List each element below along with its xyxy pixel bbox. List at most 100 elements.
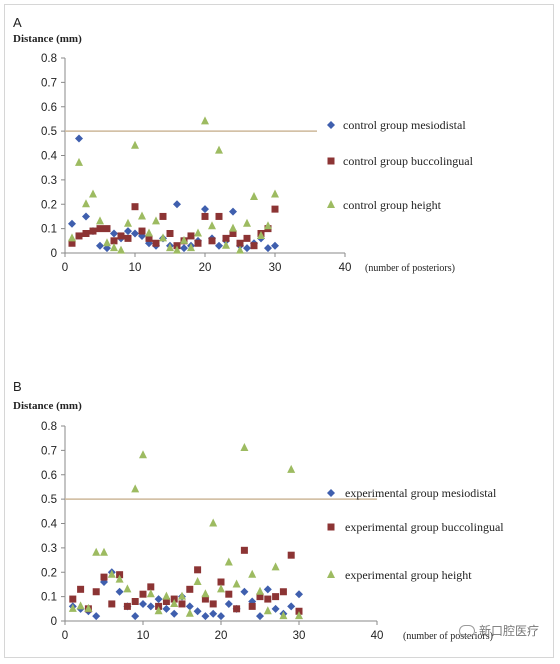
data-point-diamond <box>295 590 303 599</box>
legend-marker-triangle <box>327 200 335 208</box>
data-point-triangle <box>146 589 155 598</box>
data-point-square <box>138 227 146 235</box>
data-point-triangle <box>295 611 303 620</box>
data-point-diamond <box>162 604 171 613</box>
data-point-triangle <box>68 233 76 242</box>
data-point-diamond <box>131 612 140 621</box>
data-point-square <box>240 546 248 554</box>
data-point-square <box>178 600 186 608</box>
y-tick-label: 0.8 <box>41 421 57 433</box>
data-point-triangle <box>193 577 202 585</box>
data-point-triangle <box>117 245 125 254</box>
data-point-square <box>209 600 217 608</box>
data-point-square <box>287 551 295 559</box>
data-point-diamond <box>224 599 233 608</box>
data-point-square <box>236 239 244 247</box>
data-point-square <box>264 595 272 603</box>
y-tick-label: 0.1 <box>41 592 57 604</box>
data-point-triangle <box>131 484 140 493</box>
y-tick-label: 0.8 <box>41 53 57 65</box>
data-point-triangle <box>208 221 216 230</box>
data-point-triangle <box>138 211 146 220</box>
data-point-diamond <box>271 241 279 250</box>
data-point-triangle <box>152 216 160 225</box>
x-tick-label: 0 <box>62 262 68 274</box>
data-point-triangle <box>103 238 111 247</box>
data-point-diamond <box>82 212 90 221</box>
data-point-diamond <box>92 612 101 621</box>
data-point-triangle <box>92 547 101 556</box>
data-point-diamond <box>75 134 83 143</box>
panel-a: A Distance (mm) (number of posteriors) 0… <box>13 15 474 274</box>
data-point-square <box>162 598 170 605</box>
legend-label: experimental group mesiodistal <box>345 486 497 500</box>
data-point-square <box>222 234 230 242</box>
y-tick-label: 0.4 <box>41 151 58 163</box>
data-point-triangle <box>115 574 124 583</box>
data-point-triangle <box>217 584 225 593</box>
x-tick-label: 30 <box>293 630 306 642</box>
x-tick-label: 20 <box>199 262 212 274</box>
data-point-triangle <box>154 606 163 615</box>
data-point-triangle <box>170 598 179 607</box>
legend-label: control group height <box>343 198 442 212</box>
data-point-triangle <box>166 243 174 252</box>
data-point-triangle <box>84 603 93 612</box>
y-tick-label: 0.7 <box>41 445 57 457</box>
data-point-triangle <box>75 157 83 166</box>
data-point-square <box>229 230 237 237</box>
y-tick-label: 0.3 <box>41 175 57 187</box>
data-point-diamond <box>263 585 272 594</box>
data-point-square <box>110 237 118 245</box>
data-point-diamond <box>124 227 132 236</box>
data-point-triangle <box>89 189 97 198</box>
panel-a-xlabel: (number of posteriors) <box>365 263 455 274</box>
data-point-square <box>166 230 174 237</box>
x-tick-label: 20 <box>215 630 228 642</box>
data-point-triangle <box>263 606 272 615</box>
panel-b: B Distance (mm) (number of posteriors) 0… <box>13 379 504 642</box>
data-point-square <box>68 239 76 247</box>
data-point-square <box>131 203 139 211</box>
watermark-text: 新口腔医疗 <box>478 624 539 638</box>
data-point-diamond <box>217 612 225 621</box>
data-point-triangle <box>139 450 147 459</box>
data-point-diamond <box>256 612 264 621</box>
data-point-diamond <box>68 219 76 228</box>
figure-frame: A Distance (mm) (number of posteriors) 0… <box>4 4 554 658</box>
data-point-diamond <box>201 612 210 621</box>
data-point-triangle <box>82 199 90 208</box>
data-point-square <box>194 239 202 247</box>
y-tick-label: 0.5 <box>41 494 57 506</box>
x-tick-label: 10 <box>129 262 142 274</box>
data-point-diamond <box>287 602 296 611</box>
data-point-square <box>75 232 83 240</box>
data-point-triangle <box>224 557 233 566</box>
data-point-triangle <box>76 601 85 610</box>
x-tick-label: 40 <box>339 262 352 274</box>
data-point-square <box>77 585 85 593</box>
data-point-triangle <box>159 233 167 242</box>
data-point-triangle <box>287 464 296 473</box>
watermark-logo-icon <box>458 624 475 637</box>
data-point-square <box>187 232 195 240</box>
y-tick-label: 0.1 <box>41 224 57 236</box>
data-point-square <box>92 588 100 596</box>
data-point-triangle <box>110 243 118 252</box>
data-point-square <box>145 234 153 242</box>
data-point-square <box>186 585 194 593</box>
data-point-square <box>233 605 241 613</box>
data-point-square <box>201 595 209 603</box>
data-point-diamond <box>185 602 194 611</box>
data-point-triangle <box>178 591 186 600</box>
data-point-triangle <box>271 562 280 571</box>
data-point-square <box>69 595 77 603</box>
data-point-square <box>256 593 264 601</box>
data-point-square <box>225 590 233 598</box>
data-point-square <box>271 205 279 213</box>
data-point-square <box>201 212 209 220</box>
data-point-diamond <box>240 587 249 596</box>
data-point-diamond <box>96 241 104 250</box>
data-point-diamond <box>173 200 181 209</box>
data-point-triangle <box>201 116 209 125</box>
